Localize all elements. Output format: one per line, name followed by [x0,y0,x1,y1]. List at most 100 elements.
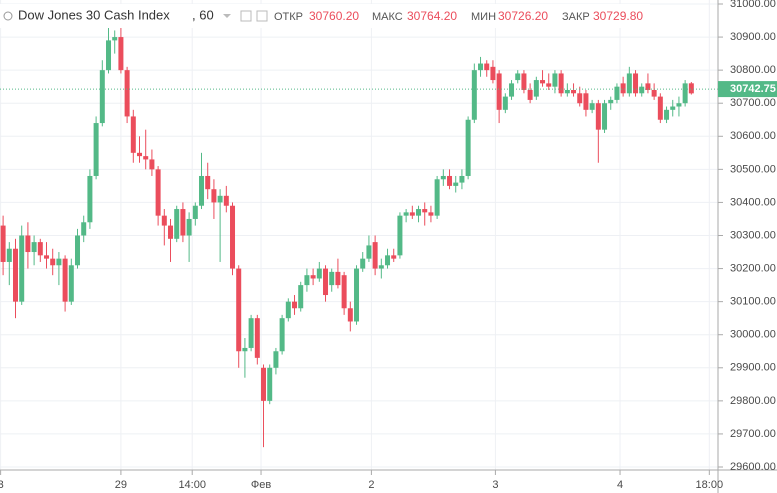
candle-body [323,268,329,296]
candle-body [341,275,347,309]
candle-body [174,209,180,239]
candle-body [310,275,316,279]
x-tick-label: 3 [492,479,498,491]
candle-body [223,195,229,206]
candle-body [298,285,304,309]
candle-body [372,242,378,269]
interval[interactable]: , 60 [192,7,214,22]
stat-value: 30726.20 [498,9,548,23]
candle-body [502,96,508,110]
candle-body [571,89,577,94]
candle-body [149,159,155,170]
header-bg [0,4,650,28]
candle-body [261,367,267,401]
candle-body [490,66,496,81]
candle-body [13,248,19,302]
header-icon [3,11,13,21]
candle-body [316,268,322,279]
candle-body [248,318,254,348]
candle-body [81,222,87,236]
candle-body [676,103,682,107]
y-tick-label: 30700.00 [730,97,776,109]
candle-body [242,347,248,352]
stat-label: МАКС [372,11,403,23]
candle-body [31,242,37,253]
candle-body [56,258,62,266]
candle-body [471,70,477,120]
candle-body [484,63,490,71]
candle-body [99,70,105,124]
candle-body [465,119,471,176]
y-tick-label: 29800.00 [730,395,776,407]
y-tick-label: 30900.00 [730,31,776,43]
x-tick-label: 29 [115,479,127,491]
icon-square[interactable] [240,10,252,22]
candle-body [186,218,192,236]
candle-body [682,83,688,104]
candle-body [44,255,50,259]
candle-body [93,123,99,176]
y-tick-label: 30000.00 [730,329,776,341]
candle-body [589,103,595,110]
candle-body [143,156,149,160]
y-tick-label: 30600.00 [730,130,776,142]
candle-body [0,225,6,262]
candle-body [205,175,211,190]
candle-body [347,308,353,322]
candle-body [533,80,539,97]
candle-body [192,205,198,219]
y-tick-label: 30400.00 [730,196,776,208]
candle-body [161,215,167,226]
candle-body [378,265,384,269]
candle-body [130,116,136,153]
candle-body [614,86,620,100]
candle-body [6,248,12,262]
candle-body [304,275,310,286]
candle-body [564,89,570,94]
candle-body [112,37,118,41]
icon-square[interactable] [256,10,268,22]
candle-body [509,83,515,97]
candle-body [664,109,670,120]
y-tick-label: 30100.00 [730,296,776,308]
candle-body [540,80,546,84]
candle-body [422,209,428,213]
candle-body [440,175,446,180]
candle-body [595,103,601,130]
candle-body [354,268,360,322]
candle-body [447,175,453,186]
candle-body [657,96,663,120]
candle-body [75,235,81,266]
y-tick-label: 30500.00 [730,163,776,175]
x-tick-label: 4 [617,479,623,491]
stat-label: ЗАКР [562,11,590,23]
y-tick-label: 30800.00 [730,64,776,76]
candle-body [335,271,341,286]
candle-body [292,301,298,309]
candle-body [106,40,112,71]
candle-body [552,73,558,87]
candle-body [626,73,632,94]
candle-body [68,265,74,302]
candle-body [279,318,285,352]
candle-body [527,89,533,100]
y-tick-label: 29900.00 [730,362,776,374]
candle-body [688,83,694,94]
candle-body [285,301,291,319]
stat-label: МИН [471,11,496,23]
candle-body [87,175,93,223]
candle-body [670,106,676,110]
candle-body [583,93,589,110]
candle-body [25,235,31,253]
y-tick-label: 31000.00 [730,0,776,10]
candle-body [397,215,403,256]
candle-body [385,255,391,266]
candle-body [124,70,130,117]
x-tick-label: 3 [0,479,4,491]
dropdown-caret[interactable] [223,14,231,18]
candle-body [403,212,409,216]
candle-body [645,83,651,90]
candle-body [230,205,236,269]
candle-body [478,63,484,71]
